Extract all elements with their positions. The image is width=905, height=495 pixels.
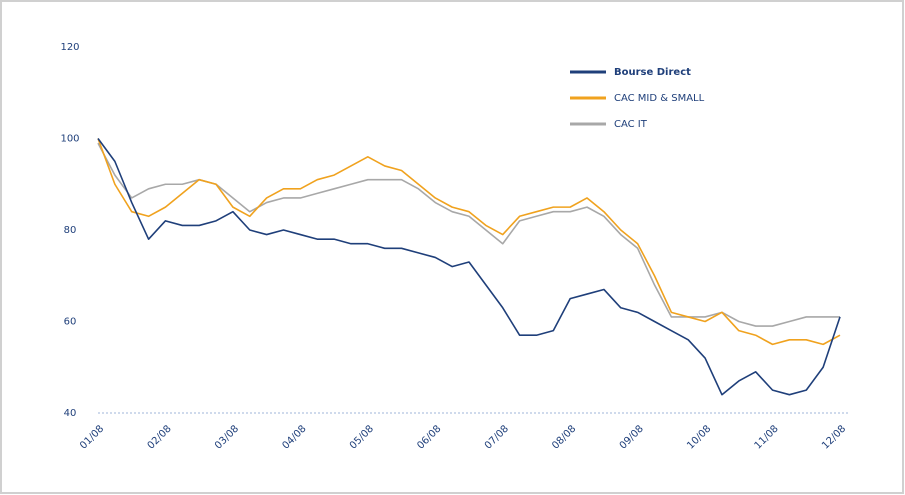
legend-label: CAC IT (614, 119, 648, 130)
y-tick-label: 120 (60, 42, 79, 53)
y-tick-label: 100 (60, 134, 79, 145)
legend-label: CAC MID & SMALL (614, 93, 705, 104)
legend-label: Bourse Direct (614, 67, 691, 78)
y-tick-label: 80 (64, 225, 77, 236)
series-line (97, 138, 841, 396)
y-tick-label: 40 (64, 408, 77, 419)
series-line (97, 138, 841, 346)
y-tick-label: 60 (64, 317, 77, 328)
series-line (97, 142, 840, 327)
